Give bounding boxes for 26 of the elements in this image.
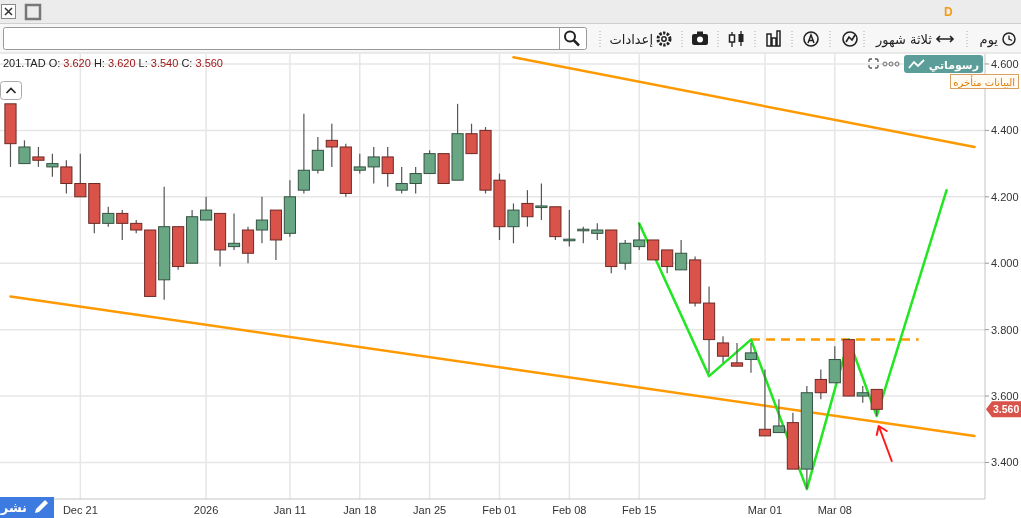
y-tick-label: 4.600 bbox=[991, 57, 1019, 70]
x-tick-label: Jan 18 bbox=[343, 504, 377, 516]
x-tick-label: 2026 bbox=[193, 504, 219, 516]
x-tick-label: Dec 21 bbox=[62, 504, 98, 516]
y-tick-label: 3.800 bbox=[991, 323, 1019, 336]
delayed-data-label: البيانات متأخره bbox=[950, 74, 1019, 89]
x-tick-label: Jan 11 bbox=[273, 504, 307, 516]
annotation: رسوماتي bbox=[928, 58, 979, 72]
text: D bbox=[944, 5, 953, 19]
y-tick-label: 4.000 bbox=[991, 257, 1019, 270]
x-tick-label: Feb 08 bbox=[552, 504, 587, 516]
x-tick-label: Jan 25 bbox=[413, 504, 447, 516]
drawings-button: رسوماتي bbox=[904, 55, 983, 73]
x-tick-label: Mar 01 bbox=[747, 504, 783, 516]
text: 201.TAD O: 3.620 H: 3.620 L: 3.540 C: bbox=[3, 57, 193, 69]
y-tick-label: 3.600 bbox=[991, 390, 1019, 403]
x-tick-label: Mar 08 bbox=[817, 504, 852, 516]
annotation: البيانات متأخره bbox=[953, 74, 1015, 88]
text: إعدادات bbox=[609, 32, 653, 47]
x-tick-label: Feb 15 bbox=[622, 504, 657, 516]
y-tick-label: 4.200 bbox=[991, 190, 1019, 203]
publish-button: نشر bbox=[0, 497, 54, 518]
y-tick-label: 4.400 bbox=[991, 124, 1019, 137]
x-tick-label: Feb 01 bbox=[482, 504, 517, 516]
annotation: 3.560 bbox=[192, 57, 223, 69]
y-tick-label: 3.400 bbox=[991, 456, 1019, 469]
